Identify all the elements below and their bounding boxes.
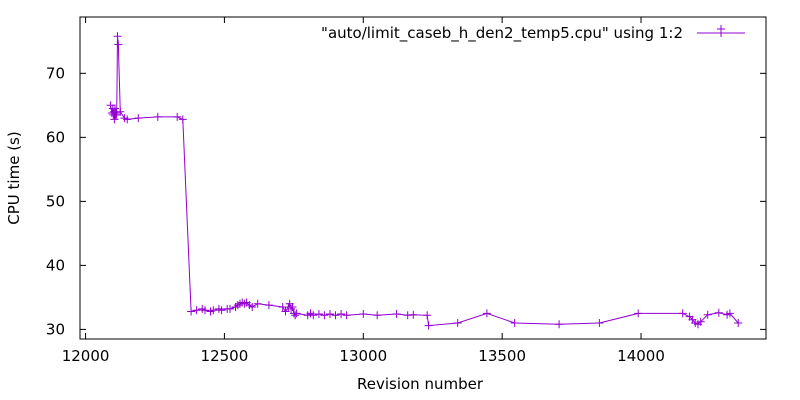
- data-point: [209, 306, 218, 315]
- data-point: [288, 303, 297, 311]
- x-tick-label: 14000: [617, 347, 665, 365]
- data-point: [424, 321, 433, 330]
- data-point: [113, 32, 122, 41]
- data-point: [287, 304, 296, 313]
- data-point: [110, 115, 119, 124]
- data-point: [292, 309, 301, 318]
- data-point: [134, 114, 143, 123]
- data-point: [116, 107, 125, 116]
- data-point: [555, 320, 564, 329]
- y-axis-label: CPU time (s): [5, 131, 23, 224]
- data-point: [331, 311, 340, 320]
- data-point: [734, 319, 743, 327]
- legend-marker: [717, 25, 725, 37]
- data-point: [482, 309, 491, 318]
- y-tick-label: 30: [46, 320, 65, 338]
- data-point: [423, 311, 432, 320]
- y-tick-label: 40: [46, 256, 65, 274]
- series-points: [106, 32, 743, 330]
- data-point: [453, 319, 462, 327]
- data-point: [309, 311, 318, 320]
- data-point: [192, 306, 201, 315]
- data-point: [634, 309, 643, 318]
- data-point: [153, 112, 162, 121]
- y-tick-label: 60: [46, 128, 65, 146]
- data-point: [714, 308, 723, 317]
- x-tick-label: 13500: [478, 347, 526, 365]
- plot-frame: [79, 16, 767, 340]
- data-point: [112, 110, 121, 119]
- data-point: [123, 115, 132, 124]
- data-point: [320, 311, 329, 320]
- data-point: [314, 310, 323, 318]
- data-point: [342, 311, 351, 320]
- data-point: [173, 112, 182, 121]
- legend-label: "auto/limit_caseb_h_den2_temp5.cpu" usin…: [321, 24, 683, 43]
- x-axis-label: Revision number: [357, 375, 484, 393]
- data-point: [112, 109, 121, 117]
- data-point: [178, 115, 187, 124]
- data-point: [392, 310, 401, 318]
- y-tick-label: 70: [46, 64, 65, 82]
- data-point: [253, 299, 262, 308]
- data-point: [281, 307, 290, 316]
- data-point: [264, 301, 273, 310]
- data-point: [226, 304, 234, 313]
- data-point: [678, 309, 687, 318]
- x-tick-label: 13000: [339, 347, 387, 365]
- x-tick-label: 12500: [201, 347, 249, 365]
- data-point: [291, 311, 300, 320]
- data-point: [403, 311, 412, 320]
- data-point: [240, 299, 249, 308]
- x-tick-label: 12000: [62, 347, 110, 365]
- data-point: [696, 317, 705, 326]
- axis-ticks: 12000 12500 13000 13500 14000 30 40 50 60 70: [46, 17, 766, 365]
- data-point: [409, 310, 418, 319]
- y-tick-label: 50: [46, 192, 65, 210]
- data-point: [326, 310, 334, 318]
- data-point: [248, 303, 257, 311]
- data-point: [114, 40, 123, 49]
- series-line: [110, 36, 739, 327]
- data-point: [373, 311, 382, 320]
- data-point: [595, 319, 604, 327]
- data-point: [703, 310, 712, 319]
- data-point: [337, 310, 346, 318]
- data-point: [187, 307, 196, 316]
- data-point: [201, 306, 209, 315]
- data-point: [510, 319, 519, 327]
- data-point: [725, 309, 734, 318]
- data-point: [217, 306, 226, 315]
- data-point: [359, 310, 368, 318]
- legend: "auto/limit_caseb_h_den2_temp5.cpu" usin…: [321, 24, 745, 43]
